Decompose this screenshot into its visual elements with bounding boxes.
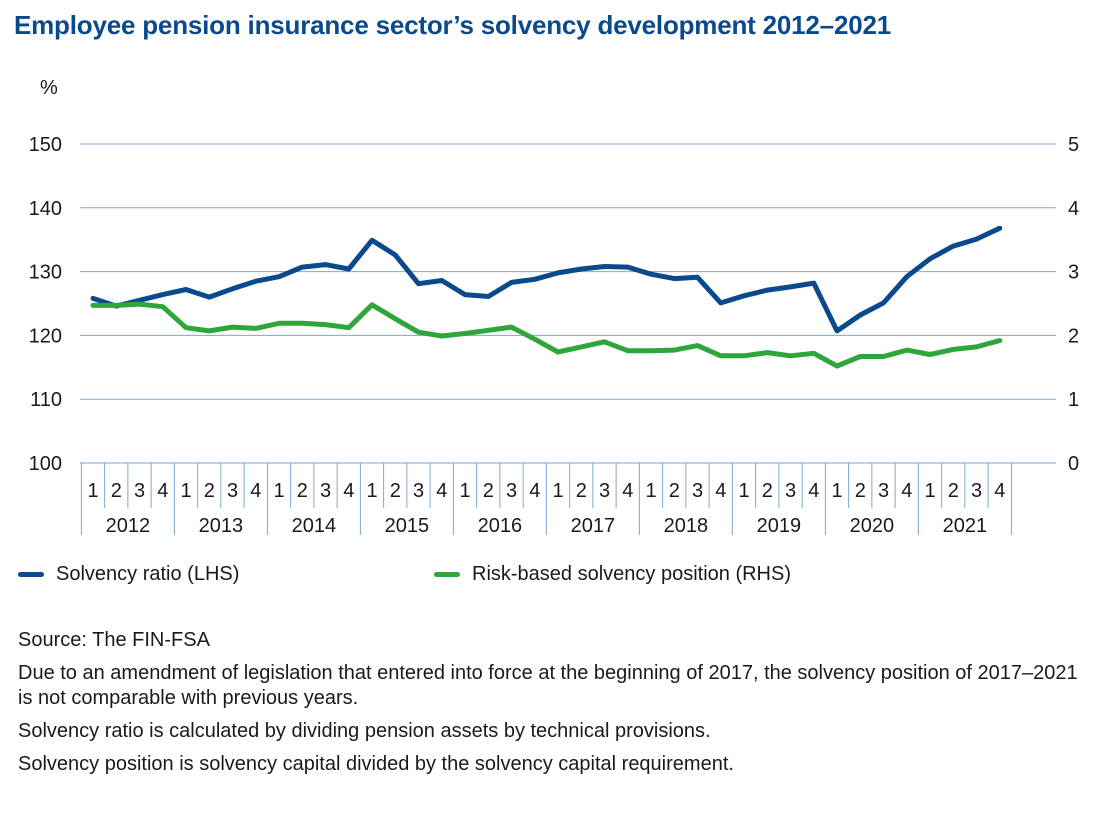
series-line-solvency-position [90, 301, 1003, 369]
year-tick-label: 2019 [757, 515, 802, 537]
quarter-tick-label: 4 [808, 480, 819, 502]
quarter-tick-label: 4 [250, 480, 261, 502]
quarter-tick-label: 4 [901, 480, 912, 502]
chart-title: Employee pension insurance sector’s solv… [14, 10, 891, 40]
quarter-tick-label: 1 [180, 480, 191, 502]
left-tick-label: 150 [29, 134, 62, 156]
left-tick-label: 100 [29, 453, 62, 475]
quarter-tick-label: 1 [459, 480, 470, 502]
left-axis-unit: % [40, 77, 58, 99]
quarter-tick-label: 1 [366, 480, 377, 502]
quarter-tick-label: 2 [855, 480, 866, 502]
left-tick-label: 110 [30, 389, 62, 411]
year-tick-label: 2013 [199, 515, 244, 537]
series-line-solvency-ratio [90, 225, 1003, 334]
series-lines [90, 225, 1003, 369]
quarter-tick-label: 4 [436, 480, 447, 502]
gridlines [80, 143, 1056, 464]
legend-swatch-solvency-ratio [18, 572, 44, 577]
legend-swatch-solvency-position [434, 572, 460, 577]
quarter-tick-label: 2 [297, 480, 308, 502]
legend-item-solvency-ratio: Solvency ratio (LHS) [18, 563, 239, 586]
quarter-tick-label: 1 [924, 480, 935, 502]
right-tick-label: 3 [1068, 262, 1079, 284]
quarter-tick-label: 1 [831, 480, 842, 502]
right-tick-label: 2 [1068, 325, 1079, 347]
quarter-tick-label: 3 [134, 480, 145, 502]
quarter-tick-label: 3 [413, 480, 424, 502]
right-tick-label: 1 [1068, 389, 1079, 411]
quarter-tick-label: 1 [273, 480, 284, 502]
quarter-tick-label: 4 [994, 480, 1005, 502]
quarter-tick-label: 3 [599, 480, 610, 502]
quarter-tick-label: 3 [785, 480, 796, 502]
year-tick-label: 2015 [385, 515, 430, 537]
quarter-tick-label: 3 [506, 480, 517, 502]
note-solvency-position: Solvency position is solvency capital di… [18, 753, 734, 775]
left-axis: 100 110 120 130 140 150% [29, 77, 62, 475]
quarter-tick-label: 4 [343, 480, 354, 502]
year-tick-label: 2018 [664, 515, 709, 537]
quarter-tick-label: 1 [552, 480, 563, 502]
right-tick-label: 0 [1068, 453, 1079, 475]
quarter-tick-label: 2 [669, 480, 680, 502]
quarter-tick-label: 2 [390, 480, 401, 502]
quarter-tick-label: 2 [576, 480, 587, 502]
year-tick-label: 2014 [292, 515, 337, 537]
quarter-tick-label: 1 [645, 480, 656, 502]
right-tick-label: 4 [1068, 198, 1079, 220]
quarter-tick-label: 4 [529, 480, 540, 502]
note-legislation: Due to an amendment of legislation that … [18, 662, 1078, 709]
quarter-tick-label: 2 [204, 480, 215, 502]
quarter-tick-label: 4 [715, 480, 726, 502]
quarter-tick-label: 2 [762, 480, 773, 502]
right-axis: 0 1 2 3 4 5 [1068, 134, 1079, 475]
quarter-tick-label: 1 [738, 480, 749, 502]
year-tick-label: 2017 [571, 515, 616, 537]
year-tick-label: 2016 [478, 515, 523, 537]
year-tick-label: 2021 [943, 515, 988, 537]
year-tick-label: 2020 [850, 515, 895, 537]
note-solvency-ratio: Solvency ratio is calculated by dividing… [18, 720, 711, 742]
left-tick-label: 130 [29, 262, 62, 284]
year-tick-label: 2012 [106, 515, 151, 537]
right-tick-label: 5 [1068, 134, 1079, 156]
quarter-tick-label: 4 [622, 480, 633, 502]
quarter-tick-label: 3 [320, 480, 331, 502]
legend-label-solvency-position: Risk-based solvency position (RHS) [472, 563, 792, 585]
legend-label-solvency-ratio: Solvency ratio (LHS) [56, 563, 240, 585]
quarter-tick-label: 3 [878, 480, 889, 502]
quarter-tick-label: 4 [157, 480, 168, 502]
quarter-tick-label: 2 [483, 480, 494, 502]
quarter-tick-label: 2 [948, 480, 959, 502]
source-note: Source: The FIN-FSA [18, 629, 210, 651]
quarter-tick-label: 1 [87, 480, 98, 502]
quarter-tick-label: 3 [692, 480, 703, 502]
quarter-tick-label: 3 [971, 480, 982, 502]
left-tick-label: 120 [29, 325, 62, 347]
left-tick-label: 140 [29, 198, 62, 220]
quarter-tick-label: 2 [111, 480, 122, 502]
legend: Solvency ratio (LHS) Risk-based solvency… [18, 563, 791, 586]
quarter-tick-label: 3 [227, 480, 238, 502]
notes: Source: The FIN-FSA Due to an amendment … [18, 628, 1078, 785]
legend-item-solvency-position: Risk-based solvency position (RHS) [434, 563, 791, 586]
